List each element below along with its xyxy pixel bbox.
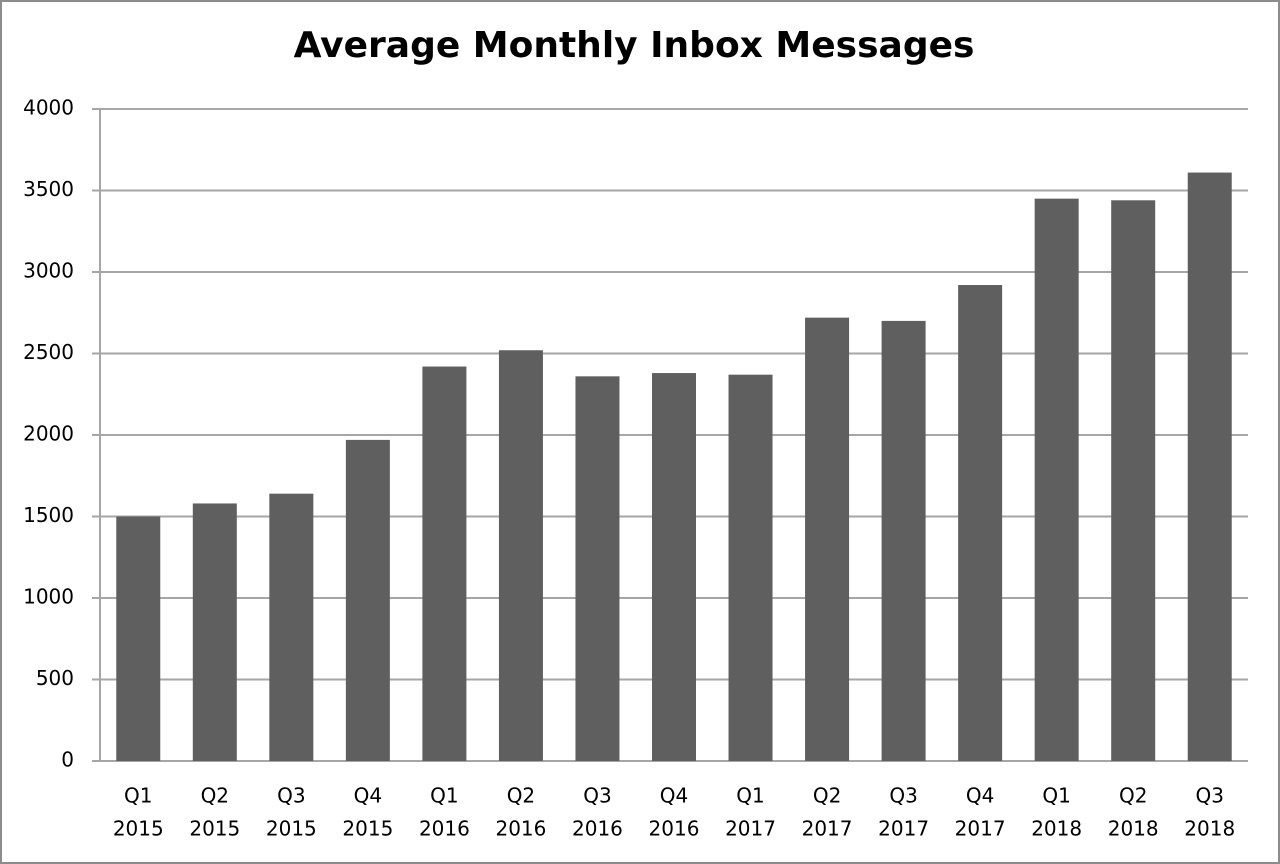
x-tick-label: Q1 (736, 784, 764, 808)
x-tick-label: Q1 (1042, 784, 1070, 808)
x-tick-label: 2018 (1108, 817, 1159, 841)
x-tick-label: 2017 (878, 817, 929, 841)
bar (805, 317, 850, 761)
bar (958, 285, 1003, 761)
x-tick-label: 2017 (725, 817, 776, 841)
x-tick-label: 2015 (113, 817, 164, 841)
bar (345, 439, 390, 761)
y-tick-label: 1500 (23, 503, 74, 527)
x-tick-label: 2018 (1184, 817, 1235, 841)
bar (116, 516, 161, 761)
y-tick-label: 3500 (23, 177, 74, 201)
x-tick-label: Q3 (277, 784, 305, 808)
x-tick-label: 2015 (342, 817, 393, 841)
bar (498, 350, 543, 761)
x-tick-label: 2016 (572, 817, 623, 841)
x-tick-label: Q1 (430, 784, 458, 808)
y-tick-label: 3000 (23, 259, 74, 283)
bar (728, 374, 773, 761)
y-tick-label: 0 (61, 748, 74, 772)
x-tick-label: Q3 (583, 784, 611, 808)
bar (575, 376, 620, 761)
chart-title: Average Monthly Inbox Messages (294, 25, 975, 66)
x-tick-label: Q3 (889, 784, 917, 808)
bar (1111, 200, 1156, 761)
x-tick-label: 2017 (955, 817, 1006, 841)
x-tick-label: 2016 (419, 817, 470, 841)
x-tick-label: Q3 (1195, 784, 1223, 808)
x-tick-label: 2016 (649, 817, 700, 841)
y-tick-label: 1000 (23, 585, 74, 609)
bar (881, 320, 926, 761)
x-tick-label: 2017 (802, 817, 853, 841)
y-tick-label: 2000 (23, 422, 74, 446)
y-tick-label: 500 (36, 666, 74, 690)
y-tick-label: 2500 (23, 340, 74, 364)
x-tick-label: 2016 (495, 817, 546, 841)
x-tick-label: Q2 (1119, 784, 1147, 808)
x-tick-label: Q4 (966, 784, 994, 808)
x-tick-label: 2015 (266, 817, 317, 841)
bar (652, 373, 696, 761)
x-tick-label: Q2 (813, 784, 841, 808)
x-tick-label: 2018 (1031, 817, 1082, 841)
bar (1187, 172, 1232, 761)
x-tick-label: Q2 (201, 784, 229, 808)
x-tick-label: Q4 (660, 784, 688, 808)
x-tick-label: Q4 (354, 784, 382, 808)
x-tick-label: Q1 (124, 784, 152, 808)
bar (192, 503, 237, 761)
bar (1034, 198, 1079, 761)
bar (422, 366, 467, 761)
x-tick-label: Q2 (507, 784, 535, 808)
x-tick-label: 2015 (189, 817, 240, 841)
y-tick-label: 4000 (23, 96, 74, 120)
bar (269, 493, 314, 761)
